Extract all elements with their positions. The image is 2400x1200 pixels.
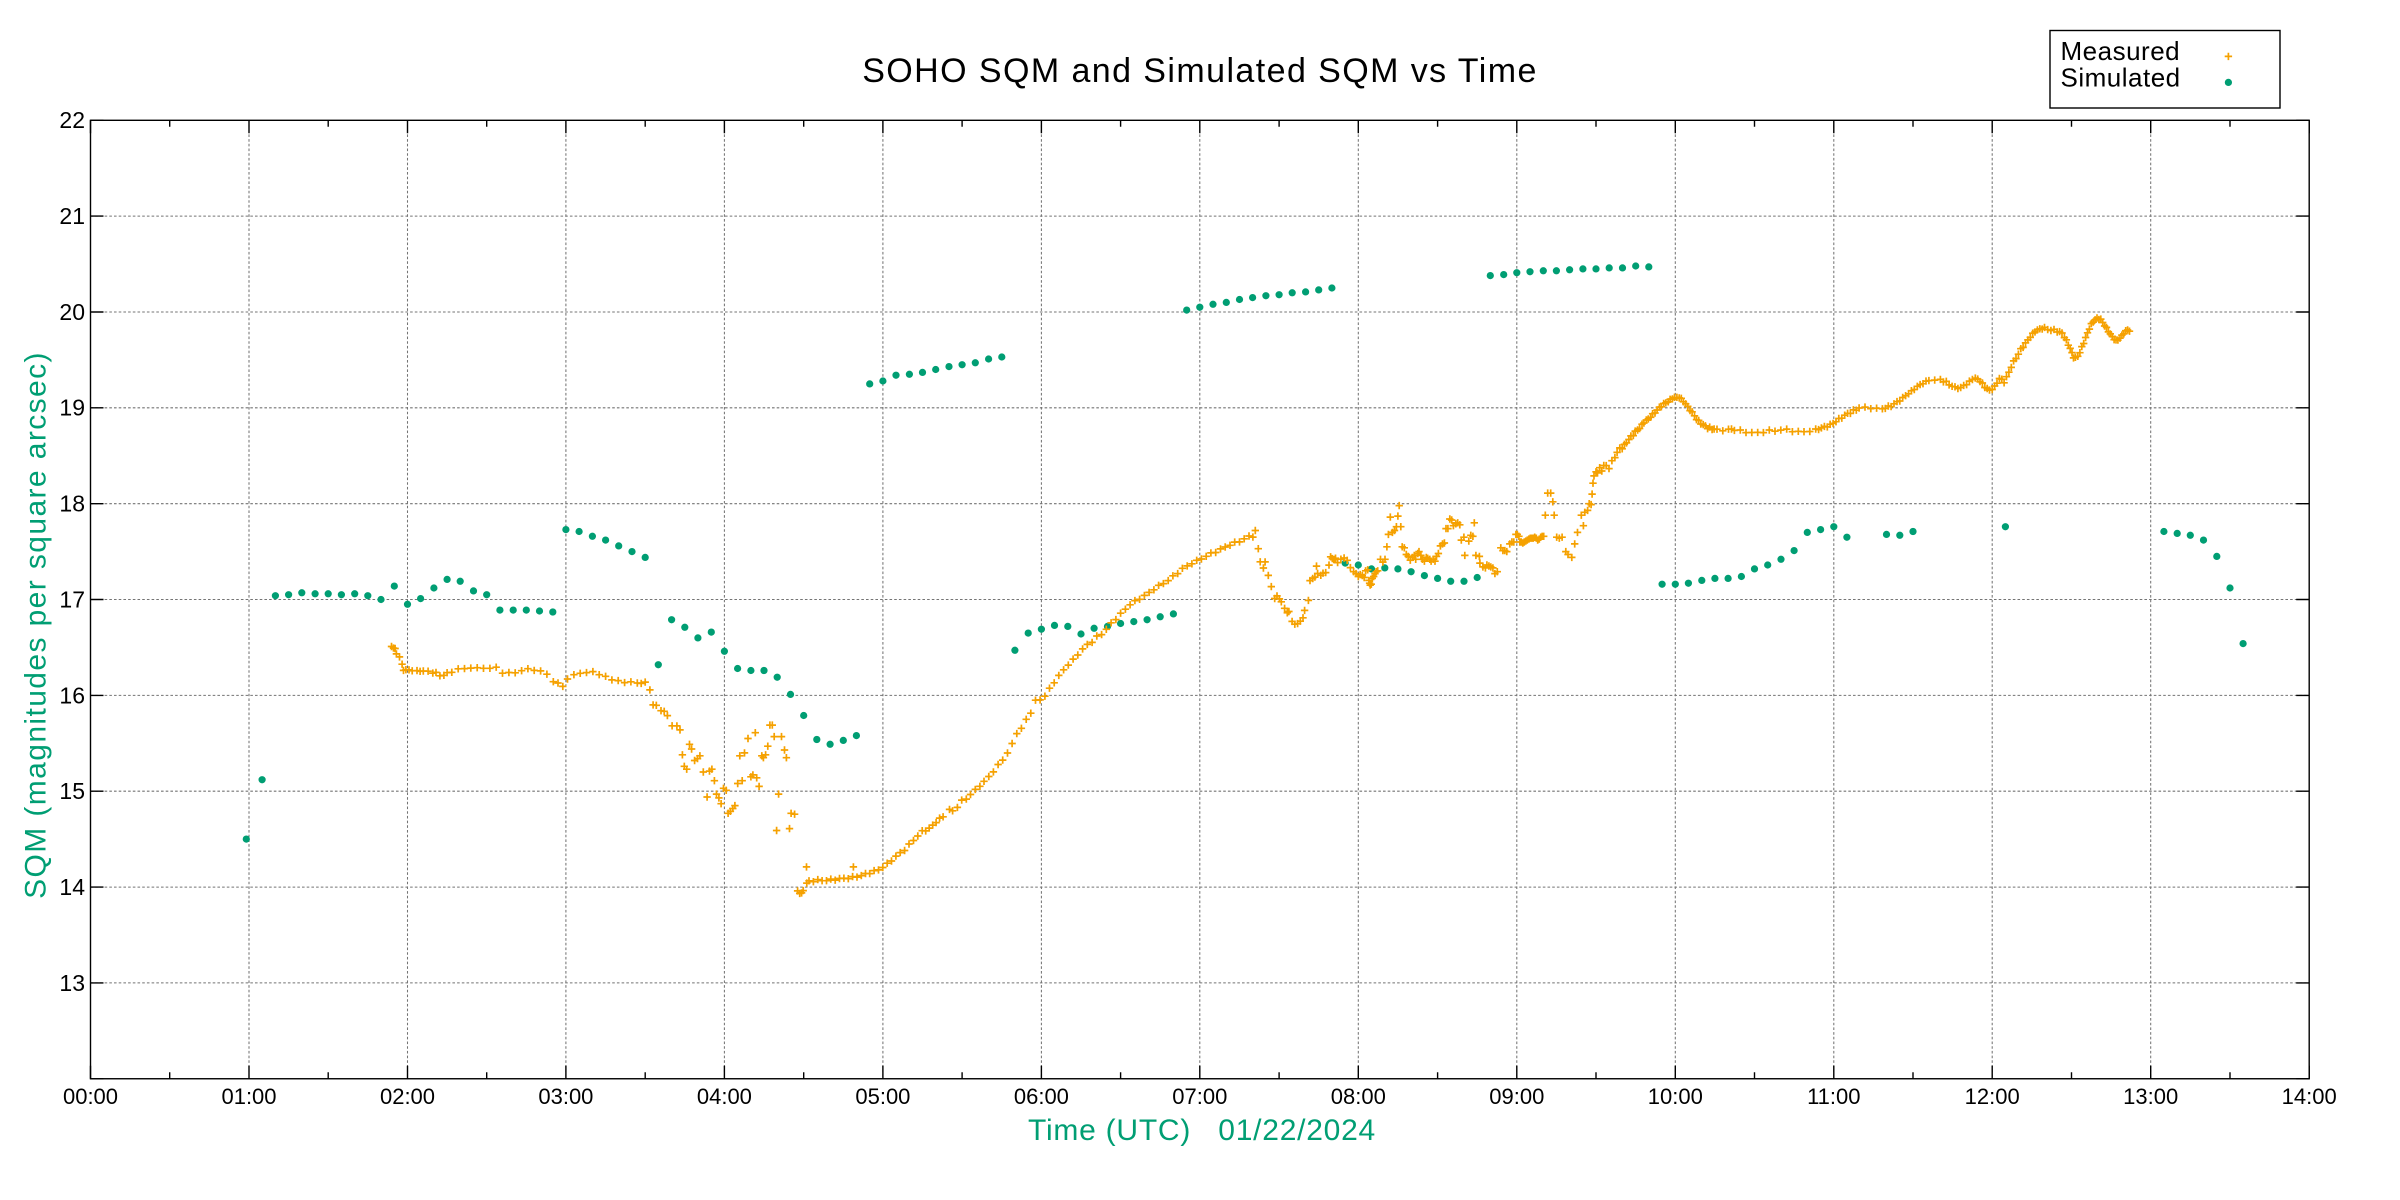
svg-text:Measured: Measured (2061, 36, 2181, 66)
svg-text:02:00: 02:00 (380, 1084, 435, 1109)
svg-text:09:00: 09:00 (1489, 1084, 1544, 1109)
svg-text:Simulated: Simulated (2061, 62, 2181, 92)
svg-text:22: 22 (59, 107, 85, 133)
svg-text:14: 14 (59, 874, 85, 900)
svg-text:10:00: 10:00 (1648, 1084, 1703, 1109)
svg-text:SQM (magnitudes per square arc: SQM (magnitudes per square arcsec) (20, 351, 53, 899)
svg-text:16: 16 (59, 682, 85, 708)
svg-text:18: 18 (59, 491, 85, 517)
svg-text:00:00: 00:00 (63, 1084, 118, 1109)
svg-text:19: 19 (59, 395, 85, 421)
svg-text:05:00: 05:00 (855, 1084, 910, 1109)
svg-text:12:00: 12:00 (1965, 1084, 2020, 1109)
svg-text:20: 20 (59, 299, 85, 325)
svg-text:17: 17 (59, 586, 85, 612)
svg-text:13: 13 (59, 970, 85, 996)
svg-text:Time (UTC) 01/22/2024: Time (UTC) 01/22/2024 (1028, 1114, 1376, 1147)
svg-text:14:00: 14:00 (2282, 1084, 2337, 1109)
svg-text:06:00: 06:00 (1014, 1084, 1069, 1109)
svg-text:13:00: 13:00 (2123, 1084, 2178, 1109)
svg-text:11:00: 11:00 (1807, 1084, 1860, 1109)
svg-text:01:00: 01:00 (221, 1084, 276, 1109)
svg-text:07:00: 07:00 (1172, 1084, 1227, 1109)
svg-text:04:00: 04:00 (697, 1084, 752, 1109)
svg-text:21: 21 (59, 203, 85, 229)
svg-text:03:00: 03:00 (538, 1084, 593, 1109)
svg-text:SOHO SQM and Simulated SQM vs: SOHO SQM and Simulated SQM vs Time (862, 52, 1538, 90)
svg-text:08:00: 08:00 (1331, 1084, 1386, 1109)
svg-text:15: 15 (59, 778, 85, 804)
